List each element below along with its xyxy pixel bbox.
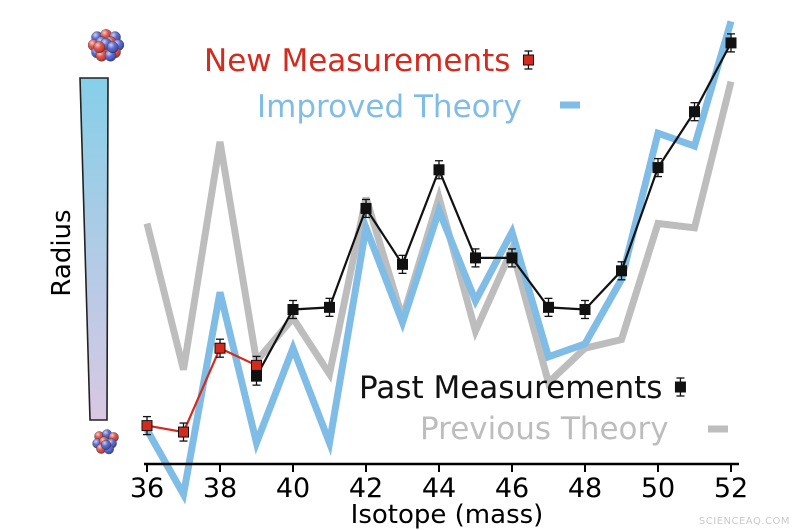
data-point-past-40 xyxy=(287,299,299,320)
data-point-past-41 xyxy=(324,297,335,318)
x-tick-label-48: 48 xyxy=(568,473,602,504)
series-previous-theory xyxy=(143,80,735,390)
data-point-past-48 xyxy=(579,299,591,320)
series-past-measurements xyxy=(251,33,737,386)
legend-point-past xyxy=(674,377,686,397)
x-tick-label-40: 40 xyxy=(276,473,310,504)
x-ticks: 36 38 40 42 44 46 48 50 52 xyxy=(130,464,748,504)
legend-point-new xyxy=(522,50,534,70)
legend-marker-new xyxy=(522,50,534,70)
series-line-improved xyxy=(143,20,735,505)
atom-nucleus-large-icon xyxy=(87,29,125,62)
x-tick-label-52: 52 xyxy=(714,473,748,504)
x-tick-label-44: 44 xyxy=(422,473,456,504)
data-point-past-47 xyxy=(543,297,554,318)
legend-item-improved-theory: Improved Theory xyxy=(257,89,580,125)
legend-item-new-measurements: New Measurements xyxy=(204,43,534,79)
watermark-text: SCIENCEAQ.COM xyxy=(699,516,790,527)
data-point-new-39 xyxy=(251,355,262,376)
data-point-new-36 xyxy=(141,415,153,436)
legend-label: Previous Theory xyxy=(420,411,669,447)
legend-bottom: Past Measurements Previous Theory xyxy=(359,370,728,447)
data-point-past-50 xyxy=(652,157,664,178)
radius-bar xyxy=(79,77,109,421)
atom-nucleus-small-icon xyxy=(92,429,119,455)
legend-item-previous-theory: Previous Theory xyxy=(420,411,728,447)
legend-item-past-measurements: Past Measurements xyxy=(359,370,686,406)
x-tick-label-46: 46 xyxy=(495,473,529,504)
data-point-new-38 xyxy=(214,338,226,358)
y-axis-title: Radius xyxy=(47,209,77,296)
data-point-past-46 xyxy=(506,248,518,268)
series-improved-theory xyxy=(143,20,735,505)
legend-marker-past xyxy=(674,377,686,397)
radius-indicator: Radius xyxy=(47,29,125,455)
x-tick-label-36: 36 xyxy=(130,473,164,504)
x-tick-label-38: 38 xyxy=(203,473,237,504)
legend-top: New Measurements Improved Theory xyxy=(204,43,580,125)
data-point-past-49 xyxy=(616,261,627,281)
data-point-past-43 xyxy=(397,254,408,275)
series-line-previous xyxy=(143,80,735,390)
x-axis-title: Isotope (mass) xyxy=(351,500,544,530)
data-point-past-45 xyxy=(470,248,481,268)
series-new-measurements xyxy=(141,338,262,442)
legend-label: Past Measurements xyxy=(359,370,662,406)
data-point-new-37 xyxy=(178,422,189,442)
data-point-past-52 xyxy=(725,33,737,53)
series-connector-new xyxy=(146,346,257,434)
legend-label: New Measurements xyxy=(204,43,510,79)
legend-label: Improved Theory xyxy=(257,89,522,125)
series-connector-past xyxy=(255,42,732,377)
data-point-past-44 xyxy=(433,160,445,180)
data-point-past-42 xyxy=(360,198,372,219)
x-tick-label-50: 50 xyxy=(641,473,675,504)
data-point-past-51 xyxy=(689,102,700,122)
x-axis: 36 38 40 42 44 46 48 50 52 Isotope (mass) xyxy=(130,462,748,530)
x-tick-label-42: 42 xyxy=(349,473,383,504)
